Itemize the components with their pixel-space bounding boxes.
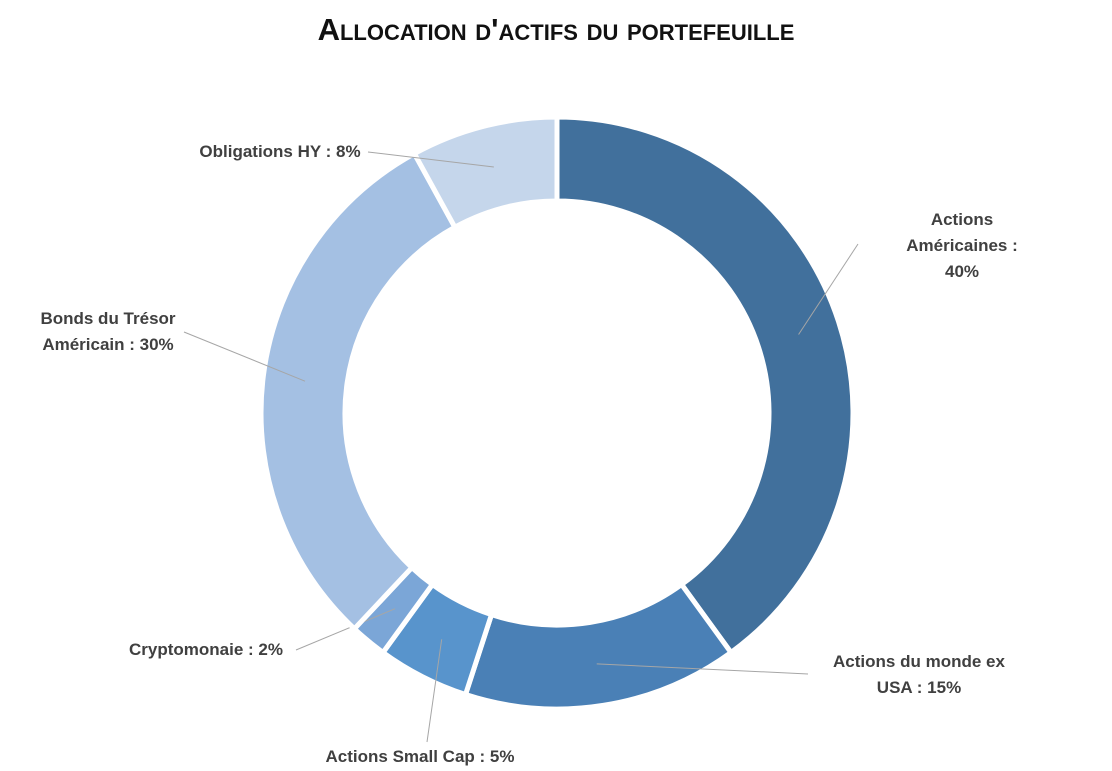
leader-line: [183, 331, 306, 382]
leader-line: [426, 639, 443, 743]
data-label: Actions Small Cap : 5%: [325, 747, 515, 766]
leader-line: [798, 243, 859, 335]
leader-line: [367, 151, 494, 168]
data-label: Obligations HY : 8%: [199, 142, 361, 161]
doughnut-segment: [258, 150, 459, 633]
doughnut-segment: [411, 114, 560, 231]
data-label: Actions Américaines : 40%: [906, 210, 1018, 281]
chart-title: Allocation d'actifs du portefeuille: [317, 12, 795, 47]
doughnut-segment: [462, 581, 735, 712]
data-label: Actions du monde ex USA : 15%: [833, 652, 1005, 697]
data-label: Bonds du Trésor Américain : 30%: [40, 309, 176, 354]
leader-line: [596, 663, 809, 675]
leader-line: [295, 608, 396, 651]
doughnut-segment: [554, 114, 856, 656]
data-label: Cryptomonaie : 2%: [129, 640, 283, 659]
